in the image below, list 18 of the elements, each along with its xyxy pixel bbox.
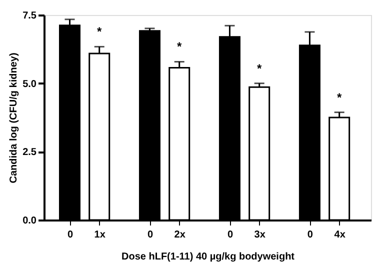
x-tick-label: 0 xyxy=(67,230,74,240)
data-label: * xyxy=(257,61,262,76)
x-tick-label: 1x xyxy=(94,230,106,240)
y-axis-title: Candida log (CFU/g kidney) xyxy=(8,52,20,184)
data-label: * xyxy=(337,90,342,104)
x-tick-label: 0 xyxy=(147,230,154,240)
data-label: * xyxy=(177,40,182,54)
y-tick-label: 5.0 xyxy=(22,78,37,90)
y-tick-label: 2.5 xyxy=(22,147,37,158)
x-tick-label: 2x xyxy=(174,230,186,240)
y-tick-label: 0.0 xyxy=(22,216,37,226)
x-tick-label: 0 xyxy=(307,230,314,240)
x-tick-label: 0 xyxy=(227,230,234,240)
data-label: * xyxy=(97,24,102,39)
y-tick-label: 7.5 xyxy=(22,10,37,22)
x-tick-label: 3x xyxy=(254,230,266,240)
x-tick-label: 4x xyxy=(334,230,346,240)
x-axis-title: Dose hLF(1-11) 40 µg/kg bodyweight xyxy=(121,252,296,262)
